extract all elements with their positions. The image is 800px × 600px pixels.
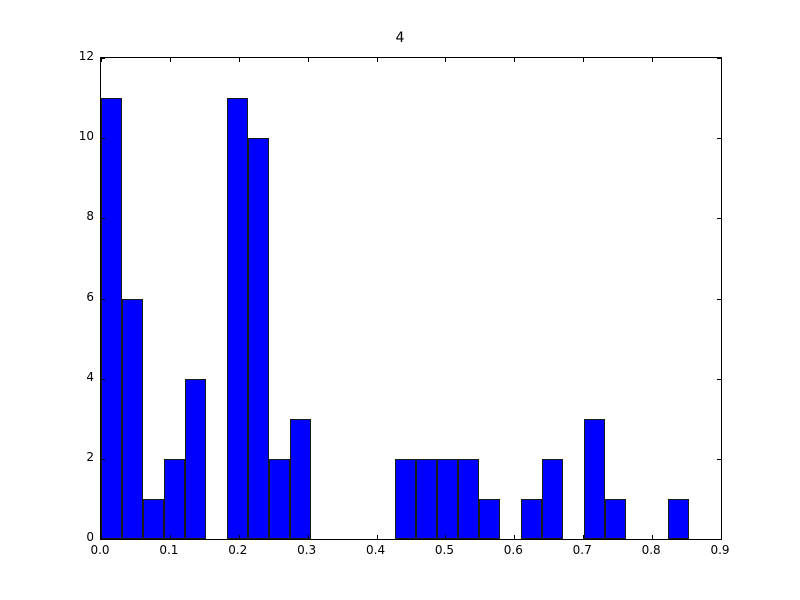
x-axis-tick	[721, 535, 722, 539]
y-axis-tick	[101, 138, 105, 140]
y-axis-tick-right	[717, 218, 721, 220]
x-axis-tick-top	[376, 58, 378, 62]
y-axis-tick-label-text: 4	[86, 369, 94, 384]
x-axis-tick	[376, 535, 378, 539]
y-axis-tick-right	[717, 298, 721, 300]
x-axis-tick-label: 0.1	[159, 543, 179, 557]
histogram-bar	[605, 498, 627, 539]
x-axis-tick-label: 0.7	[572, 543, 592, 557]
x-axis-tick-label: 0.6	[503, 543, 523, 557]
histogram-bar	[584, 418, 606, 539]
y-axis-tick	[101, 218, 105, 220]
y-axis-tick	[101, 539, 105, 540]
y-axis-tick-label-text: 2	[86, 449, 94, 464]
x-axis-tick	[583, 535, 585, 539]
y-axis-tick	[101, 458, 105, 460]
x-axis-tick-top	[307, 58, 309, 62]
x-axis-tick-label: 0.2	[228, 543, 248, 557]
histogram-bar	[122, 298, 143, 539]
x-axis-tick	[514, 535, 516, 539]
histogram-bar	[101, 98, 122, 539]
x-axis-tick-top	[583, 58, 585, 62]
histogram-bar	[290, 418, 312, 539]
histogram-bar	[395, 458, 417, 539]
y-axis-tick-right	[717, 138, 721, 140]
x-axis-tick-label: 0.3	[297, 543, 317, 557]
histogram-bar	[143, 498, 165, 539]
x-axis-tick-top	[652, 58, 654, 62]
histogram-bar	[269, 458, 291, 539]
y-axis-tick-right	[717, 58, 721, 59]
histogram-bar	[416, 458, 438, 539]
x-axis-tick-label: 0.4	[366, 543, 386, 557]
y-axis-tick-label-text: 6	[86, 289, 94, 304]
histogram-bar	[668, 498, 690, 539]
histogram-bar	[185, 378, 207, 539]
x-axis-tick	[101, 535, 102, 539]
y-axis-tick-label-text: 10	[78, 129, 94, 144]
y-axis-tick-right	[717, 539, 721, 540]
y-axis-tick-right	[717, 458, 721, 460]
x-axis-tick	[238, 535, 240, 539]
histogram-bar	[248, 138, 270, 539]
x-axis-tick	[307, 535, 309, 539]
y-axis-tick-label-text: 8	[86, 209, 94, 224]
y-axis-tick-label-text: 0	[86, 530, 94, 544]
histogram-bar	[227, 98, 249, 539]
chart-title: 4	[395, 30, 405, 46]
y-axis-tick-label-text: 12	[78, 49, 94, 63]
x-axis-tick-top	[514, 58, 516, 62]
histogram-bar	[437, 458, 459, 539]
y-axis-tick	[101, 378, 105, 380]
plot-area	[101, 58, 721, 539]
x-axis-tick-top	[169, 58, 171, 62]
y-axis-tick-right	[717, 378, 721, 380]
histogram-bar	[521, 498, 543, 539]
x-axis-tick-top	[445, 58, 447, 62]
x-axis-tick-label: 0.9	[710, 543, 730, 557]
y-axis-tick	[101, 58, 105, 59]
histogram-bar	[164, 458, 186, 539]
histogram-bar	[542, 458, 564, 539]
x-axis-tick	[652, 535, 654, 539]
histogram-bar	[458, 458, 480, 539]
x-axis-tick-label: 0.0	[90, 543, 110, 557]
histogram-bar	[479, 498, 501, 539]
x-axis-tick-top	[238, 58, 240, 62]
x-axis-tick	[445, 535, 447, 539]
x-axis-tick-label: 0.8	[641, 543, 661, 557]
x-axis-tick	[169, 535, 171, 539]
x-axis-tick-label: 0.5	[434, 543, 454, 557]
x-axis-tick-top	[721, 58, 722, 62]
plot-frame	[100, 57, 722, 540]
y-axis-tick	[101, 298, 105, 300]
x-axis-tick-top	[101, 58, 102, 62]
